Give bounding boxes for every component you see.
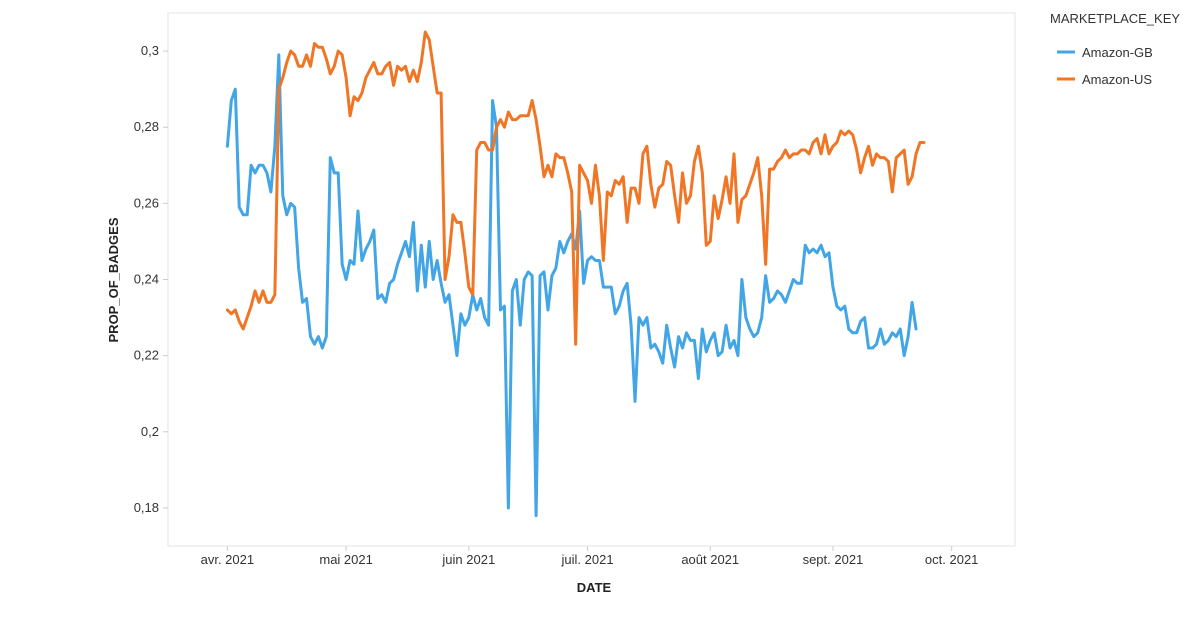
x-tick-label: oct. 2021 [925, 552, 979, 567]
y-axis: 0,18 0,2 0,22 0,24 0,26 0,28 0,3 [134, 43, 168, 515]
x-tick-label: juin 2021 [441, 552, 495, 567]
y-tick-label: 0,26 [134, 195, 159, 210]
x-tick-label: avr. 2021 [201, 552, 255, 567]
legend: MARKETPLACE_KEY Amazon-GB Amazon-US [1050, 11, 1180, 87]
y-tick-label: 0,22 [134, 348, 159, 363]
y-tick-label: 0,24 [134, 272, 159, 287]
legend-label: Amazon-US [1082, 72, 1152, 87]
y-tick-label: 0,18 [134, 500, 159, 515]
x-axis: avr. 2021 mai 2021 juin 2021 juil. 2021 août… [201, 546, 979, 567]
y-tick-label: 0,3 [141, 43, 159, 58]
series-layer [225, 30, 926, 518]
series-line-amazon-gb [225, 53, 918, 518]
x-tick-label: août 2021 [681, 552, 739, 567]
x-axis-title: DATE [577, 580, 612, 595]
legend-title: MARKETPLACE_KEY [1050, 11, 1180, 26]
x-tick-label: mai 2021 [319, 552, 372, 567]
series-line-amazon-us [225, 30, 926, 346]
y-tick-label: 0,2 [141, 424, 159, 439]
y-tick-label: 0,28 [134, 119, 159, 134]
legend-label: Amazon-GB [1082, 45, 1153, 60]
x-tick-label: juil. 2021 [561, 552, 614, 567]
plot-frame [167, 12, 1016, 547]
y-axis-title: PROP_OF_BADGES [106, 217, 121, 342]
x-tick-label: sept. 2021 [803, 552, 864, 567]
